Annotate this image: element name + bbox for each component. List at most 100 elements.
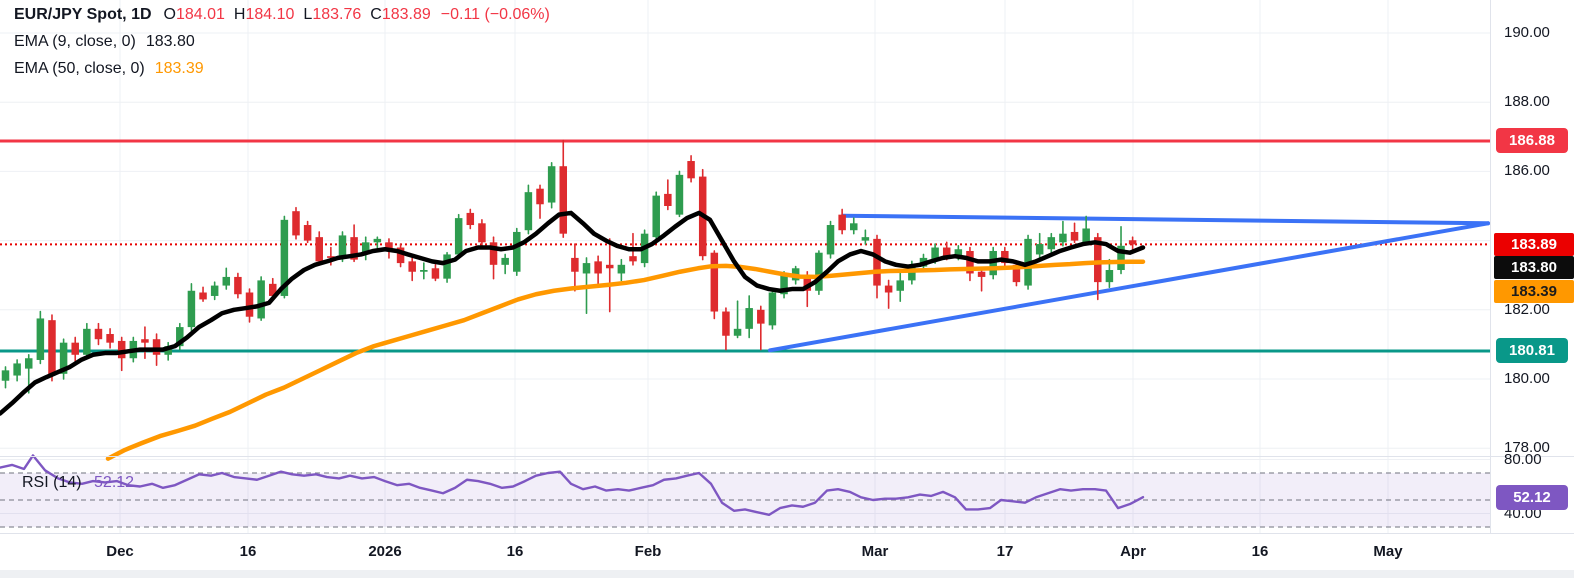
price-axis-label: 180.00 xyxy=(1504,370,1550,387)
candle-body xyxy=(547,166,556,203)
candle-body xyxy=(71,342,79,355)
chart-legend: EUR/JPY Spot, 1D O 184.01 H 184.10 L 183… xyxy=(14,6,550,87)
candle-body xyxy=(803,275,812,291)
price-axis-label: 188.00 xyxy=(1504,93,1550,111)
price-axis-label: 182.00 xyxy=(1504,300,1550,318)
ema9-label: EMA (9, close, 0) xyxy=(14,33,136,50)
ema9-legend-row[interactable]: EMA (9, close, 0) 183.80 xyxy=(14,33,195,60)
candle-body xyxy=(1128,240,1137,245)
candle-body xyxy=(117,340,126,359)
candle-body xyxy=(733,328,742,336)
candle-body xyxy=(513,231,521,272)
candle-body xyxy=(13,363,21,376)
candle-body xyxy=(1,370,10,381)
candle-body xyxy=(1012,264,1021,283)
ema50-label: EMA (50, close, 0) xyxy=(14,60,145,77)
time-axis-label: Dec xyxy=(106,543,134,560)
candle-body xyxy=(373,238,382,243)
candle-body xyxy=(222,276,231,286)
rsi-value: 52.12 xyxy=(94,474,135,491)
ema50-legend-row[interactable]: EMA (50, close, 0) 183.39 xyxy=(14,60,204,87)
candle-body xyxy=(48,320,56,376)
candle-body xyxy=(687,161,695,179)
candle-body xyxy=(931,247,939,260)
candle-body xyxy=(396,247,405,264)
candle-body xyxy=(722,311,730,336)
candle-body xyxy=(1059,233,1067,243)
candle-body xyxy=(710,252,719,312)
candle-body xyxy=(280,219,289,296)
close-label: C xyxy=(370,6,382,23)
rsi-legend-row[interactable]: RSI (14) 52.12 xyxy=(22,474,134,492)
rsi-value-badge: 52.12 xyxy=(1496,484,1568,510)
change-value: −0.11 (−0.06%) xyxy=(440,6,550,23)
candle-body xyxy=(327,256,335,258)
candle-body xyxy=(1035,244,1044,255)
candle-body xyxy=(780,273,788,295)
candle-body xyxy=(884,285,893,293)
high-label: H xyxy=(233,6,246,23)
candle-body xyxy=(385,242,393,251)
candle-body xyxy=(675,174,684,215)
high-value: 184.10 xyxy=(245,6,295,23)
rsi-line xyxy=(0,454,1145,517)
candle-body xyxy=(420,270,428,272)
candle-body xyxy=(1082,228,1090,243)
candle-body xyxy=(629,256,637,262)
candle-body xyxy=(605,264,614,269)
candle-body xyxy=(431,268,440,279)
candle-body xyxy=(815,252,823,291)
rsi-band xyxy=(0,473,1490,527)
symbol-title: EUR/JPY Spot, 1D xyxy=(14,6,152,23)
low-value: 183.76 xyxy=(312,6,362,23)
candle-body xyxy=(768,292,777,326)
last-price-badge: 183.89 xyxy=(1494,232,1574,256)
open-label: O xyxy=(163,6,176,23)
candle-body xyxy=(850,223,858,231)
ema50-line xyxy=(105,259,1146,461)
candle-body xyxy=(745,308,753,329)
support-price-badge: 180.81 xyxy=(1496,338,1568,364)
price-axis-label: 190.00 xyxy=(1504,24,1550,41)
candle-body xyxy=(408,261,416,272)
candle-body xyxy=(303,225,312,241)
candle-body xyxy=(187,290,196,328)
candle-body xyxy=(571,257,579,272)
price-axis[interactable] xyxy=(1490,0,1574,533)
candle-body xyxy=(838,214,846,231)
candle-body xyxy=(269,283,277,296)
candle-body xyxy=(594,261,602,274)
candle-body xyxy=(757,309,765,324)
candle-body xyxy=(582,263,591,274)
low-label: L xyxy=(303,6,313,23)
candle-body xyxy=(106,334,114,343)
price-axis-label: 178.00 xyxy=(1504,439,1550,457)
symbol-legend-row[interactable]: EUR/JPY Spot, 1D O 184.01 H 184.10 L 183… xyxy=(14,6,550,33)
candle-body xyxy=(164,346,172,355)
candle-body xyxy=(896,280,904,291)
candle-body xyxy=(59,342,68,374)
time-axis-label: 17 xyxy=(996,543,1014,560)
candle-body xyxy=(24,358,33,369)
time-axis-label: 16 xyxy=(1251,543,1269,560)
candle-body xyxy=(257,280,265,319)
candle-body xyxy=(176,327,184,347)
candle-body xyxy=(152,339,161,355)
price-axis-label: 80.00 xyxy=(1504,450,1542,468)
pane-separator[interactable] xyxy=(0,456,1574,457)
candle-body xyxy=(873,238,881,286)
candle-body xyxy=(315,237,323,262)
ema9-line xyxy=(0,210,1146,416)
lower-trendline xyxy=(768,221,1490,353)
price-axis-label: 186.00 xyxy=(1504,162,1550,180)
candle-body xyxy=(1094,237,1102,283)
candle-body xyxy=(478,223,486,243)
ema9-value: 183.80 xyxy=(145,33,195,50)
time-axis-label: Feb xyxy=(634,543,662,560)
candle-body xyxy=(536,188,544,205)
candle-body xyxy=(292,211,300,236)
open-value: 184.01 xyxy=(175,6,225,23)
resistance-price-badge: 186.88 xyxy=(1496,128,1568,154)
candle-body xyxy=(83,328,91,355)
